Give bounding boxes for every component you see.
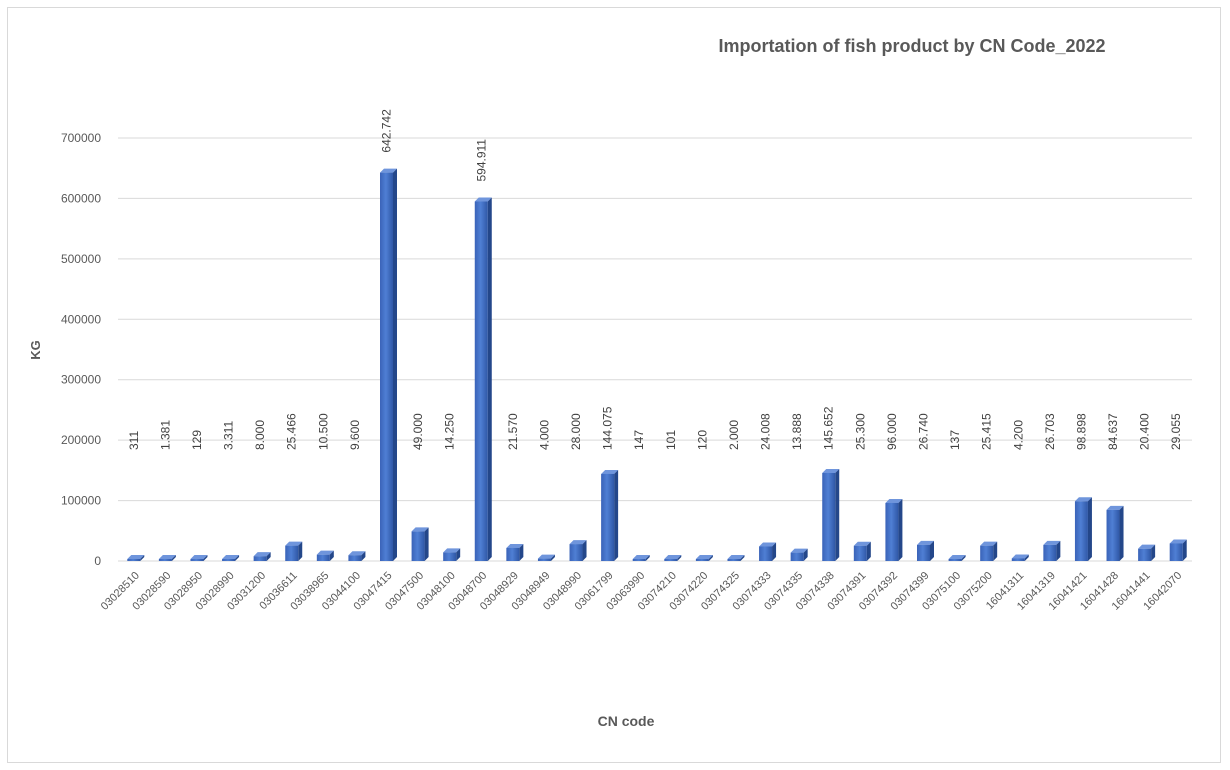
data-label: 2.000 [727, 420, 741, 450]
bar [632, 555, 650, 561]
y-tick-label: 200000 [61, 433, 101, 447]
data-label: 3.311 [222, 421, 236, 450]
bar [1138, 544, 1156, 561]
bar [727, 555, 745, 561]
data-label: 96.000 [885, 413, 899, 450]
data-label: 13.888 [790, 413, 804, 450]
y-tick-label: 600000 [61, 191, 101, 205]
data-label: 10.500 [316, 413, 330, 450]
bar [190, 555, 208, 561]
x-axis-ticks: 0302851003028590030289500302899003031200… [99, 570, 1185, 613]
data-label: 101 [664, 430, 678, 450]
x-axis-label: CN code [598, 713, 655, 729]
data-label: 311 [127, 431, 141, 450]
bar [1011, 554, 1029, 561]
bar [285, 541, 303, 561]
bar [222, 554, 240, 561]
bar [885, 498, 903, 561]
bar [443, 548, 461, 561]
bar [664, 555, 682, 561]
data-label: 29.055 [1169, 413, 1183, 450]
bar [127, 555, 145, 561]
bar [980, 541, 998, 561]
bar [380, 168, 397, 561]
bar [948, 555, 966, 561]
bar [1106, 505, 1124, 561]
data-label: 98.898 [1074, 413, 1088, 450]
data-label: 144.075 [601, 406, 615, 450]
data-label: 642.742 [380, 109, 394, 153]
bar [569, 540, 587, 561]
bar [853, 541, 871, 561]
y-axis-ticks: 0 100000 200000 300000 400000 500000 600000 700… [61, 131, 101, 568]
bar [348, 551, 366, 561]
data-label: 24.008 [759, 413, 773, 450]
bar [474, 197, 492, 561]
data-label: 84.637 [1106, 413, 1120, 450]
bar [411, 527, 429, 561]
data-label: 1.381 [158, 420, 172, 450]
y-tick-label: 500000 [61, 252, 101, 266]
bar [1169, 539, 1187, 561]
data-label: 28.000 [569, 413, 583, 450]
bar [1074, 497, 1092, 561]
y-tick-label: 300000 [61, 373, 101, 387]
data-label: 9.600 [348, 420, 362, 450]
data-label: 594.911 [474, 139, 488, 182]
y-axis-label: KG [28, 340, 43, 360]
data-label: 25.415 [980, 413, 994, 450]
data-labels: 311 1.381 129 3.311 8.000 25.466 10.500 9.600 64… [127, 109, 1183, 450]
y-tick-label: 400000 [61, 312, 101, 326]
chart-frame [7, 7, 1221, 763]
y-tick-label: 0 [94, 554, 101, 568]
bar [537, 554, 555, 561]
data-label: 120 [695, 430, 709, 450]
bar [316, 550, 334, 561]
gridlines [118, 137, 1192, 562]
data-label: 26.740 [917, 413, 931, 450]
bar [917, 540, 934, 561]
bar [695, 555, 713, 561]
data-label: 4.200 [1011, 420, 1025, 450]
bar [790, 548, 808, 561]
data-label: 145.652 [822, 406, 836, 450]
data-label: 147 [632, 430, 646, 450]
data-label: 26.703 [1043, 413, 1057, 450]
bar [253, 552, 271, 561]
data-label: 25.300 [853, 413, 867, 450]
bar [822, 468, 840, 561]
chart-title: Importation of fish product by CN Code_2… [718, 36, 1105, 56]
bars [127, 168, 1187, 561]
bar [506, 543, 524, 561]
bar [1043, 540, 1061, 561]
data-label: 20.400 [1138, 413, 1152, 450]
data-label: 25.466 [285, 413, 299, 450]
data-label: 129 [190, 430, 204, 450]
data-label: 4.000 [537, 420, 551, 450]
data-label: 21.570 [506, 413, 520, 450]
bar [759, 542, 777, 561]
bar [601, 469, 619, 561]
bar [158, 555, 176, 561]
data-label: 8.000 [253, 420, 267, 450]
y-tick-label: 700000 [61, 131, 101, 145]
data-label: 49.000 [411, 413, 425, 450]
data-label: 14.250 [443, 413, 457, 450]
y-tick-label: 100000 [61, 494, 101, 508]
data-label: 137 [948, 430, 962, 450]
